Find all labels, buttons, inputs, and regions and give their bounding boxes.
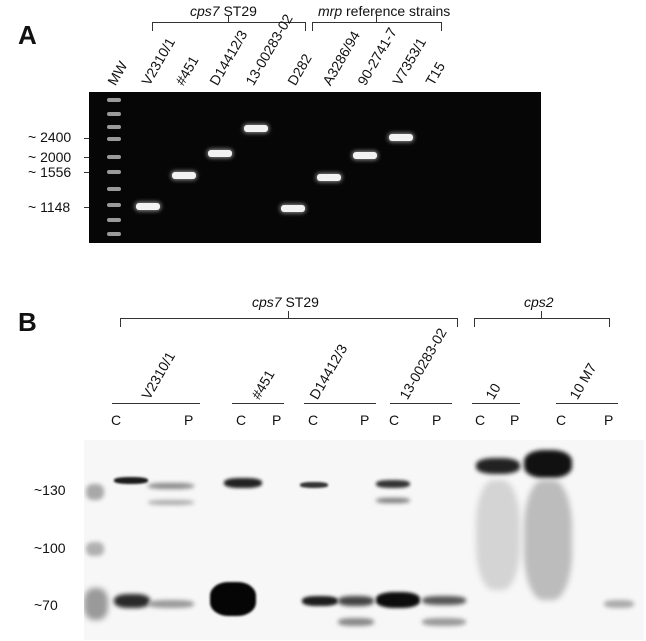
fraction-label-c: C: [556, 412, 567, 428]
panel-b-group1-bracket: [120, 318, 458, 327]
blot-band: [114, 477, 148, 484]
fraction-label-c: C: [475, 412, 486, 428]
band-451: [172, 172, 196, 179]
blot-band: [422, 596, 466, 605]
panel-a-letter: A: [18, 20, 37, 50]
strain-underline: [304, 403, 376, 404]
blot-band: [422, 618, 466, 626]
fraction-label-p: P: [432, 412, 442, 428]
panel-a-group1-label: cps7 ST29: [190, 3, 257, 19]
fraction-label-c: C: [389, 412, 400, 428]
strain-underline: [112, 403, 200, 404]
panel-b-group2-bracket: [474, 318, 610, 327]
ladder-band: [107, 170, 121, 174]
panel-b-group1-bracket-mid: [288, 311, 289, 318]
blot-band: [338, 596, 374, 606]
fraction-label-p: P: [360, 412, 370, 428]
strain-label-13-00283: 13-00283-02: [396, 325, 450, 402]
blot-band: [524, 450, 572, 478]
lane-label-451: #451: [172, 53, 202, 88]
blot-band: [376, 592, 420, 608]
blot-ladder-band: [86, 542, 104, 556]
blot-band: [148, 483, 194, 489]
band-v2310: [136, 203, 160, 210]
fraction-label-p: P: [272, 412, 282, 428]
size-marker-2400: ~ 2400: [28, 129, 72, 145]
strain-label-d14412: D14412/3: [306, 341, 351, 402]
panel-b-group2-label: cps2: [524, 294, 554, 310]
panel-a-group2-italic: mrp: [318, 3, 343, 19]
ladder-band: [107, 155, 121, 159]
band-v7353: [389, 134, 413, 141]
fraction-label-c: C: [111, 412, 122, 428]
blot-band: [300, 482, 328, 488]
blot-band: [604, 600, 634, 608]
blot-ladder-band: [84, 588, 108, 620]
panel-a-group1-italic: cps7: [190, 3, 220, 19]
ladder-band: [107, 203, 121, 207]
blot-band: [338, 618, 374, 626]
size-marker-1148: ~ 1148: [28, 199, 71, 215]
band-d282: [281, 205, 305, 212]
blot-band: [302, 596, 338, 606]
western-blot-image: [84, 440, 644, 640]
kda-marker-130: ~130: [34, 482, 66, 498]
blot-band: [224, 478, 262, 488]
band-90-2741: [353, 152, 377, 159]
panel-a-group2-bracket: [312, 22, 442, 31]
blot-smear: [476, 480, 520, 590]
fraction-label-p: P: [604, 412, 614, 428]
lane-label-t15: T15: [422, 59, 449, 88]
fraction-label-p: P: [184, 412, 194, 428]
blot-band: [148, 500, 194, 505]
band-d14412: [208, 150, 232, 157]
ladder-band: [107, 232, 121, 236]
kda-marker-70: ~70: [34, 597, 58, 613]
blot-band: [476, 458, 520, 474]
ladder-band: [107, 187, 121, 191]
blot-band: [376, 480, 410, 488]
size-marker-2000: ~ 2000: [28, 149, 72, 165]
ladder-band: [107, 112, 121, 116]
panel-b-letter: B: [18, 307, 37, 337]
ladder-band: [107, 137, 121, 141]
kda-marker-100: ~100: [34, 540, 66, 556]
fraction-label-c: C: [308, 412, 319, 428]
strain-underline: [556, 403, 618, 404]
band-a3286: [317, 174, 341, 181]
panel-b-group2-bracket-mid: [541, 311, 542, 318]
ladder-band: [107, 125, 121, 129]
ladder-band: [107, 98, 121, 102]
blot-ladder-band: [86, 484, 104, 500]
blot-smear: [524, 480, 572, 600]
panel-a-group1-bracket: [152, 22, 306, 31]
fraction-label-c: C: [236, 412, 247, 428]
blot-band: [114, 594, 150, 608]
panel-b-group1-label: cps7 ST29: [252, 294, 319, 310]
strain-label-10m7: 10 M7: [566, 360, 600, 402]
panel-b-group1-rest: ST29: [281, 294, 319, 310]
strain-label-451: #451: [248, 367, 278, 402]
lane-label-mw: MW: [104, 58, 131, 88]
band-13-00283: [244, 125, 268, 132]
lane-label-d282: D282: [284, 51, 315, 88]
ladder-band: [107, 218, 121, 222]
panel-a-group1-rest: ST29: [219, 3, 257, 19]
panel-a-group2-rest: reference strains: [342, 3, 451, 19]
strain-underline: [232, 403, 284, 404]
fraction-label-p: P: [510, 412, 520, 428]
blot-band: [210, 582, 256, 616]
panel-b-group1-italic: cps7: [252, 294, 282, 310]
panel-a-group2-bracket-mid: [376, 15, 377, 22]
blot-band: [376, 498, 410, 503]
strain-label-v2310: V2310/1: [138, 348, 179, 402]
blot-band: [148, 600, 194, 608]
size-marker-1556: ~ 1556: [28, 164, 72, 180]
panel-a-group2-label: mrp reference strains: [318, 3, 450, 19]
strain-label-10: 10: [482, 380, 504, 402]
panel-a-group1-bracket-mid: [228, 15, 229, 22]
strain-underline: [472, 403, 520, 404]
strain-underline: [390, 403, 452, 404]
agarose-gel-image: [89, 92, 541, 243]
